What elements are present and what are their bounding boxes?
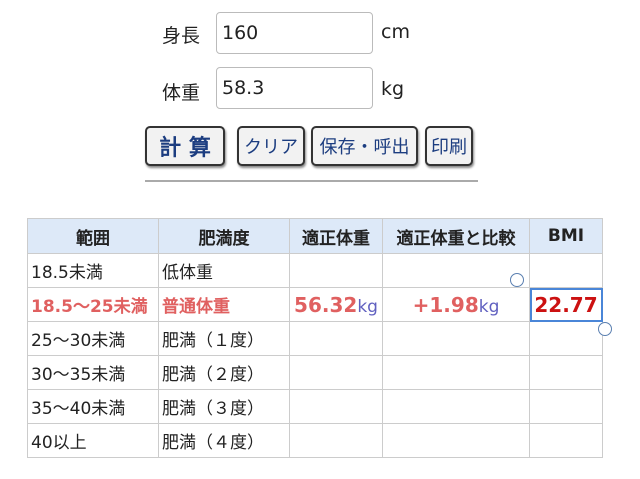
range-cell: 18.5未満 (27, 253, 159, 288)
selection-end-handle[interactable] (598, 322, 612, 336)
diff-cell: +1.98kg (382, 287, 530, 322)
level-cell: 肥満（３度） (158, 389, 290, 424)
header-ideal: 適正体重 (289, 218, 383, 254)
weight-label: 体重 (162, 82, 201, 104)
table-header: 範囲 肥満度 適正体重 適正体重と比較 BMI (27, 218, 603, 254)
level-cell: 普通体重 (158, 287, 290, 322)
header-compare: 適正体重と比較 (382, 218, 530, 254)
ideal-weight-value: 56.32 (294, 292, 358, 317)
weight-input[interactable] (216, 67, 373, 109)
range-cell: 18.5〜25未満 (27, 287, 159, 322)
bmi-table: 範囲 肥満度 適正体重 適正体重と比較 BMI 18.5未満 低体重 18.5〜2… (27, 218, 603, 458)
selection-start-handle[interactable] (510, 273, 524, 287)
divider (145, 180, 478, 182)
diff-value: +1.98 (412, 292, 479, 317)
table-row-current: 18.5〜25未満 普通体重 56.32kg +1.98kg 22.77 (27, 287, 603, 322)
range-cell: 25〜30未満 (27, 321, 159, 356)
level-cell: 低体重 (158, 253, 290, 288)
range-cell: 40以上 (27, 423, 159, 458)
clear-button[interactable]: クリア (237, 126, 305, 166)
height-unit: cm (381, 21, 410, 43)
calculate-button[interactable]: 計 算 (145, 126, 225, 166)
print-button[interactable]: 印刷 (425, 126, 473, 166)
table-row: 25〜30未満 肥満（１度） (27, 321, 603, 356)
height-label: 身長 (162, 25, 201, 47)
ideal-weight-cell: 56.32kg (289, 287, 383, 322)
save-load-button[interactable]: 保存・呼出 (311, 126, 418, 166)
bmi-value[interactable]: 22.77 (529, 287, 603, 322)
table-row: 40以上 肥満（４度） (27, 423, 603, 458)
level-cell: 肥満（２度） (158, 355, 290, 390)
header-bmi: BMI (529, 218, 603, 254)
weight-unit: kg (381, 78, 405, 100)
level-cell: 肥満（１度） (158, 321, 290, 356)
diff-unit: kg (478, 296, 500, 317)
height-input[interactable] (216, 12, 373, 54)
ideal-weight-unit: kg (357, 296, 378, 317)
table-row: 30〜35未満 肥満（２度） (27, 355, 603, 390)
range-cell: 30〜35未満 (27, 355, 159, 390)
level-cell: 肥満（４度） (158, 423, 290, 458)
range-cell: 35〜40未満 (27, 389, 159, 424)
table-row: 18.5未満 低体重 (27, 253, 603, 288)
table-row: 35〜40未満 肥満（３度） (27, 389, 603, 424)
header-level: 肥満度 (158, 218, 290, 254)
header-range: 範囲 (27, 218, 159, 254)
